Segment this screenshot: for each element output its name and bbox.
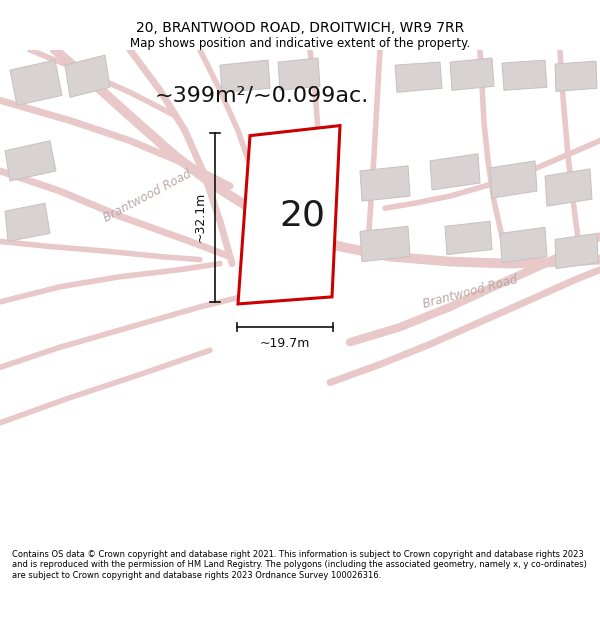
Polygon shape [490, 161, 537, 198]
Polygon shape [220, 60, 270, 92]
Polygon shape [5, 141, 56, 181]
Polygon shape [555, 233, 598, 269]
Text: ~19.7m: ~19.7m [260, 337, 310, 350]
Polygon shape [545, 169, 592, 206]
Polygon shape [5, 203, 50, 241]
Polygon shape [555, 61, 597, 91]
Polygon shape [10, 60, 62, 106]
Text: Brantwood Road: Brantwood Road [102, 168, 194, 225]
Text: Contains OS data © Crown copyright and database right 2021. This information is : Contains OS data © Crown copyright and d… [12, 550, 587, 580]
Text: Brantwood Road: Brantwood Road [421, 273, 519, 311]
Polygon shape [278, 58, 320, 90]
Polygon shape [65, 55, 110, 98]
Text: ~32.1m: ~32.1m [194, 192, 207, 242]
Polygon shape [238, 126, 340, 304]
Text: 20: 20 [279, 199, 325, 232]
Polygon shape [450, 58, 494, 90]
Polygon shape [500, 228, 547, 262]
Text: ~399m²/~0.099ac.: ~399m²/~0.099ac. [155, 86, 369, 106]
Polygon shape [445, 221, 492, 254]
Polygon shape [360, 226, 410, 262]
Text: Map shows position and indicative extent of the property.: Map shows position and indicative extent… [130, 38, 470, 50]
Polygon shape [395, 62, 442, 92]
Polygon shape [360, 166, 410, 201]
Polygon shape [502, 60, 547, 90]
Text: 20, BRANTWOOD ROAD, DROITWICH, WR9 7RR: 20, BRANTWOOD ROAD, DROITWICH, WR9 7RR [136, 21, 464, 34]
Polygon shape [430, 154, 480, 190]
